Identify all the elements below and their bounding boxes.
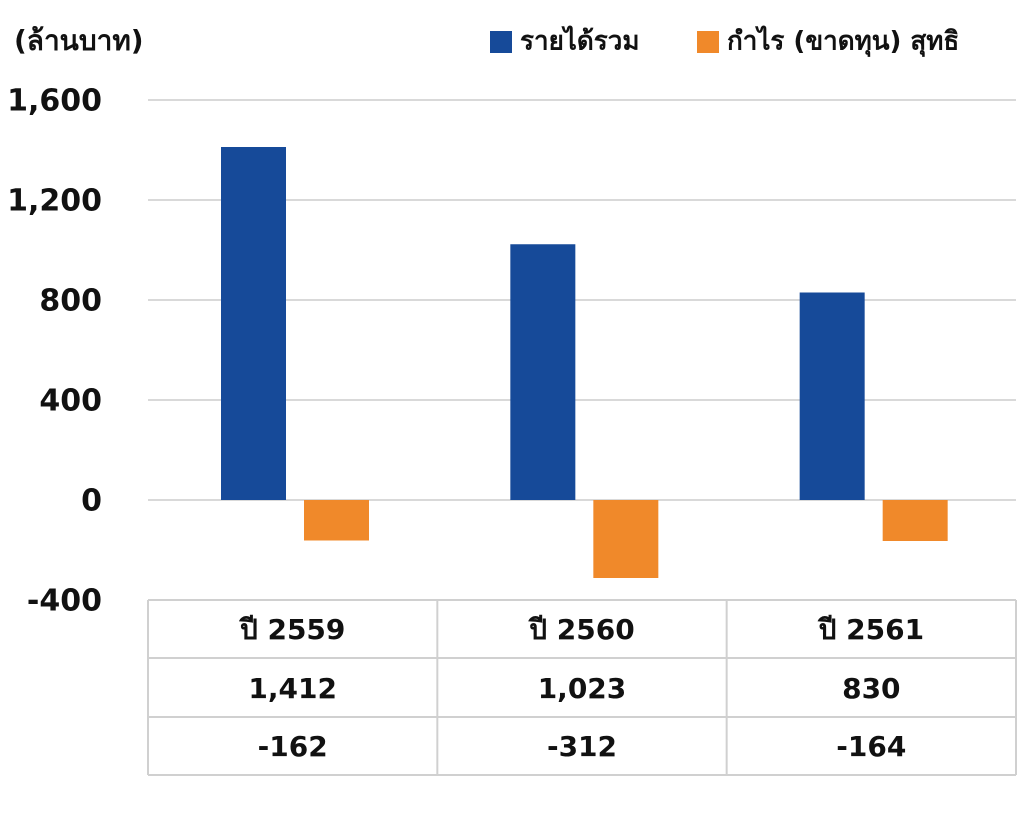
bar xyxy=(593,500,659,578)
legend-label: กำไร (ขาดทุน) สุทธิ xyxy=(727,25,959,58)
bar xyxy=(510,244,576,500)
table-value: -162 xyxy=(258,730,328,763)
table-category: ปี 2560 xyxy=(527,613,634,646)
y-tick-label: 1,600 xyxy=(7,84,102,119)
legend-swatch xyxy=(697,31,719,53)
table-value: 1,412 xyxy=(248,672,337,705)
table-value: 1,023 xyxy=(538,672,627,705)
bar xyxy=(799,292,865,500)
bar xyxy=(221,147,286,500)
y-tick-label: 400 xyxy=(39,384,102,419)
y-tick-label: 800 xyxy=(39,284,102,319)
table-value: 830 xyxy=(842,672,900,705)
y-tick-label: 1,200 xyxy=(7,184,102,219)
legend-swatch xyxy=(490,31,512,53)
legend-label: รายได้รวม xyxy=(520,25,639,57)
table-value: -312 xyxy=(547,730,617,763)
y-tick-label: -400 xyxy=(27,584,102,619)
y-tick-label: 0 xyxy=(81,484,102,519)
table-category: ปี 2561 xyxy=(817,613,924,646)
y-axis-title: (ล้านบาท) xyxy=(14,24,144,57)
bar xyxy=(882,500,948,541)
bar xyxy=(304,500,369,541)
table-category: ปี 2559 xyxy=(238,613,345,646)
table-value: -164 xyxy=(836,730,906,763)
